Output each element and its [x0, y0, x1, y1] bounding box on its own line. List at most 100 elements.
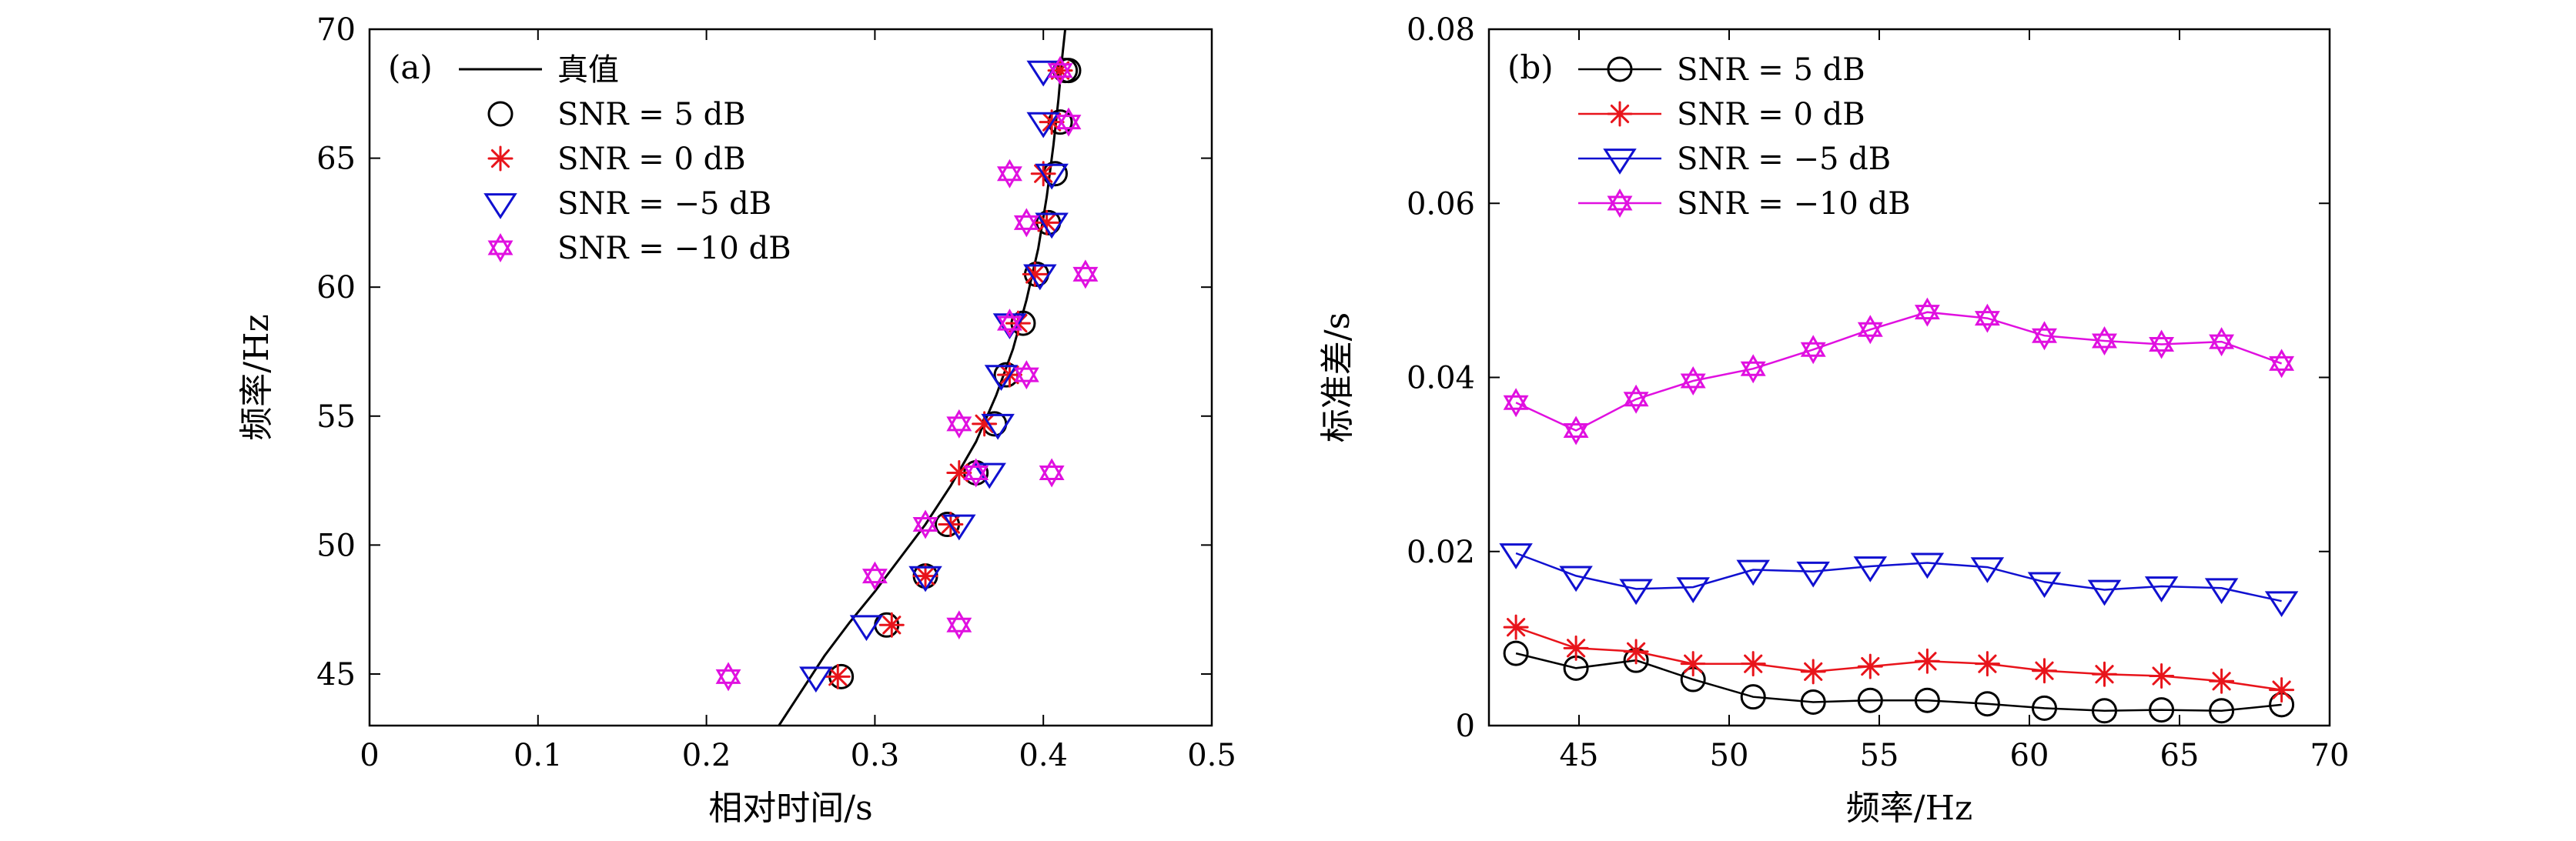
data-point [996, 159, 1022, 189]
data-point [2144, 576, 2179, 602]
legend-entry: SNR = 0 dB [557, 142, 746, 177]
data-point [912, 509, 938, 539]
x-tick-label: 0.3 [851, 738, 900, 773]
data-point [1857, 653, 1883, 679]
data-point [2269, 677, 2295, 703]
legend-entry: 真值 [557, 52, 619, 88]
data-point [946, 460, 972, 486]
data-point [1800, 335, 1826, 365]
x-tick-label: 45 [1560, 738, 1599, 773]
data-point [2149, 663, 2175, 689]
legend-marker [483, 193, 517, 219]
data-point [1736, 559, 1770, 586]
data-layer [715, 29, 1099, 726]
y-tick-label: 0.08 [1407, 12, 1475, 48]
series-line [778, 29, 1067, 726]
x-tick-label: 0.1 [514, 738, 563, 773]
data-layer [1499, 297, 2299, 724]
y-tick-label: 55 [316, 399, 356, 435]
data-point [1503, 640, 1529, 666]
data-point [1680, 366, 1706, 396]
data-point [799, 666, 833, 693]
x-axis-label: 相对时间/s [708, 789, 872, 828]
data-point [908, 566, 942, 592]
x-tick-label: 70 [2310, 738, 2350, 773]
data-point [2092, 698, 2117, 724]
y-tick-label: 0.06 [1407, 186, 1475, 222]
x-tick-label: 55 [1860, 738, 1899, 773]
data-point [1503, 388, 1529, 418]
data-point [2087, 579, 2122, 606]
x-tick-label: 0.4 [1019, 738, 1068, 773]
data-point [1680, 651, 1706, 677]
y-tick-label: 45 [316, 657, 356, 692]
data-point [963, 458, 989, 488]
legend-entry: SNR = −10 dB [557, 231, 791, 266]
legend-marker [1607, 56, 1633, 82]
series-line [1515, 311, 2283, 432]
legend-marker [1607, 189, 1633, 218]
data-point [825, 663, 851, 689]
data-point [1013, 360, 1039, 390]
data-point [1857, 315, 1883, 345]
data-point [1503, 614, 1529, 640]
data-point [942, 514, 976, 541]
plot-frame [368, 28, 1213, 727]
data-point [1072, 259, 1099, 289]
data-point [2032, 658, 2057, 684]
legend-entry: SNR = −5 dB [557, 186, 771, 222]
x-tick-label: 50 [1710, 738, 1749, 773]
y-axis-label: 标准差/s [1318, 312, 1357, 442]
data-point [1559, 566, 1593, 592]
y-tick-label: 65 [316, 142, 356, 177]
x-axis-label: 频率/Hz [1846, 789, 1972, 828]
data-point [1974, 651, 2000, 677]
legend-marker [1607, 101, 1633, 127]
data-point [1740, 354, 1766, 384]
legend-entry: SNR = −5 dB [1677, 142, 1891, 177]
data-point [1047, 55, 1073, 85]
panel-label: (b) [1507, 48, 1554, 86]
data-point [2149, 697, 2175, 723]
data-point [1026, 112, 1060, 138]
data-point [1853, 556, 1888, 582]
y-tick-label: 0 [1456, 709, 1475, 744]
data-point [2149, 329, 2175, 359]
y-tick-label: 60 [316, 270, 356, 305]
x-tick-label: 0 [360, 738, 379, 773]
data-point [1914, 687, 1940, 713]
legend-marker [487, 101, 514, 127]
data-point [1676, 577, 1710, 603]
data-point [849, 615, 884, 642]
data-point [1023, 264, 1057, 291]
data-point [1035, 163, 1069, 190]
data-point [715, 662, 741, 692]
data-point [861, 561, 888, 591]
data-point [984, 365, 1019, 391]
legend-entry: SNR = −10 dB [1677, 186, 1911, 222]
x-tick-label: 65 [2160, 738, 2200, 773]
legend-entry: SNR = 5 dB [557, 97, 746, 132]
panel-a-chart: 0 0.1 0.2 0.3 0.4 0.5 45 50 55 60 65 70 相对时间/s 频率/Hz (… [237, 12, 1236, 828]
data-point [981, 413, 1015, 440]
data-point [1563, 635, 1589, 661]
data-point [2032, 321, 2057, 351]
data-point [1499, 543, 1533, 569]
data-point [2209, 698, 2235, 724]
plot-frame [1487, 28, 2331, 727]
data-point [1974, 303, 2000, 333]
data-point [1055, 107, 1082, 137]
y-axis-label: 频率/Hz [237, 314, 276, 440]
data-point [1970, 557, 2005, 583]
data-point [1039, 458, 1065, 488]
panel-label: (a) [388, 48, 433, 86]
y-tick-label: 0.04 [1407, 361, 1475, 396]
data-point [1013, 208, 1039, 238]
data-point [1800, 689, 1826, 715]
data-point [1914, 297, 1940, 327]
data-point [1035, 212, 1069, 239]
legend-marker [487, 232, 514, 263]
data-point [2209, 668, 2235, 694]
x-tick-label: 60 [2010, 738, 2049, 773]
